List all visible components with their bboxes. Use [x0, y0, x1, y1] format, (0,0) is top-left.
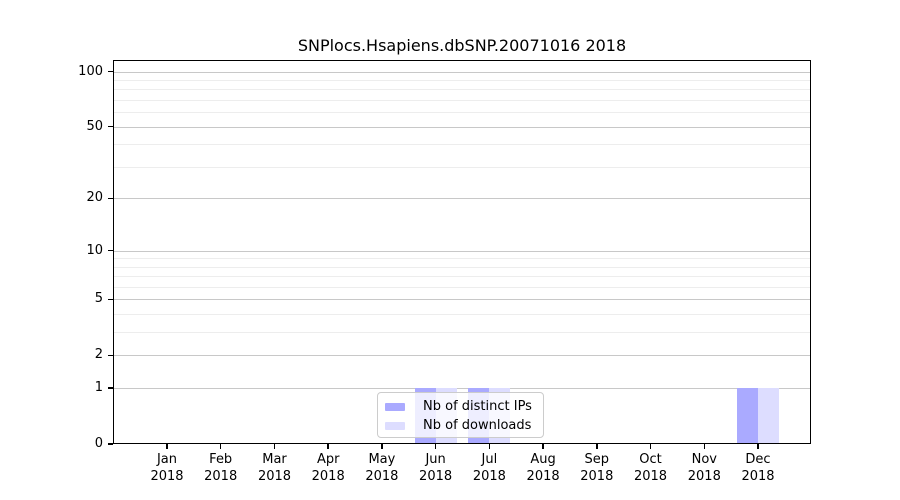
- minor-gridline: [113, 100, 811, 101]
- x-tick-label: Aug 2018: [526, 452, 560, 484]
- y-tick-label: 50: [86, 118, 103, 134]
- major-gridline: [113, 250, 811, 252]
- x-tick-mark: [434, 444, 437, 449]
- x-tick-mark: [273, 444, 276, 449]
- bar-distinct-ips: [737, 388, 758, 444]
- x-tick-mark: [219, 444, 222, 449]
- minor-gridline: [113, 89, 811, 91]
- legend-label-distinct-ips: Nb of distinct IPs: [423, 399, 532, 414]
- legend-item-distinct-ips: Nb of distinct IPs: [385, 397, 535, 416]
- minor-gridline: [113, 314, 811, 316]
- minor-gridline: [113, 144, 811, 146]
- legend: Nb of distinct IPs Nb of downloads: [377, 392, 544, 438]
- x-tick-label: Feb 2018: [204, 452, 238, 484]
- x-tick-label: Apr 2018: [311, 452, 345, 484]
- minor-gridline: [113, 332, 811, 334]
- x-tick-mark: [381, 444, 383, 449]
- y-tick-label: 5: [94, 291, 103, 307]
- x-tick-label: Dec 2018: [741, 452, 775, 484]
- x-tick-mark: [166, 444, 168, 449]
- bar-downloads: [758, 388, 779, 444]
- minor-gridline: [113, 276, 811, 278]
- y-tick-mark: [108, 443, 113, 445]
- major-gridline: [113, 388, 811, 390]
- minor-gridline: [113, 80, 811, 81]
- y-tick-label: 10: [86, 242, 103, 258]
- y-tick-mark: [108, 354, 113, 357]
- x-tick-mark: [488, 444, 491, 449]
- chart-title: SNPlocs.Hsapiens.dbSNP.20071016 2018: [297, 36, 627, 55]
- x-tick-label: Nov 2018: [687, 452, 721, 484]
- x-tick-mark: [327, 444, 329, 449]
- major-gridline: [113, 126, 811, 128]
- minor-gridline: [113, 112, 811, 114]
- legend-swatch-distinct-ips: [385, 402, 405, 411]
- plot-area: [113, 60, 811, 444]
- x-tick-mark: [757, 444, 759, 449]
- y-tick-label: 0: [94, 436, 103, 451]
- x-tick-mark: [596, 444, 598, 449]
- x-tick-mark: [649, 444, 652, 449]
- minor-gridline: [113, 166, 811, 168]
- y-tick-mark: [108, 197, 113, 200]
- y-tick-mark: [108, 125, 113, 128]
- y-tick-label: 1: [94, 380, 103, 396]
- x-tick-label: May 2018: [365, 452, 399, 484]
- legend-swatch-downloads: [385, 421, 405, 430]
- legend-label-downloads: Nb of downloads: [423, 418, 532, 433]
- major-gridline: [113, 299, 811, 301]
- axes-frame: [113, 60, 811, 444]
- x-tick-label: Mar 2018: [257, 452, 292, 484]
- x-tick-label: Sep 2018: [580, 452, 614, 484]
- major-gridline: [113, 355, 811, 357]
- x-tick-mark: [703, 444, 706, 449]
- y-tick-mark: [108, 249, 113, 252]
- minor-gridline: [113, 258, 811, 260]
- legend-item-downloads: Nb of downloads: [385, 416, 535, 435]
- x-tick-label: Jun 2018: [419, 452, 453, 484]
- y-tick-label: 100: [78, 63, 103, 79]
- x-tick-label: Jan 2018: [150, 452, 184, 484]
- major-gridline: [113, 71, 811, 73]
- x-tick-label: Oct 2018: [633, 452, 668, 484]
- y-tick-mark: [108, 298, 113, 301]
- y-tick-label: 2: [94, 347, 103, 363]
- x-tick-mark: [542, 444, 544, 449]
- x-tick-label: Jul 2018: [472, 452, 506, 484]
- y-tick-mark: [108, 387, 113, 389]
- y-tick-label: 20: [86, 190, 103, 206]
- minor-gridline: [113, 287, 811, 288]
- y-tick-mark: [108, 70, 113, 73]
- major-gridline: [113, 198, 811, 200]
- minor-gridline: [113, 266, 811, 268]
